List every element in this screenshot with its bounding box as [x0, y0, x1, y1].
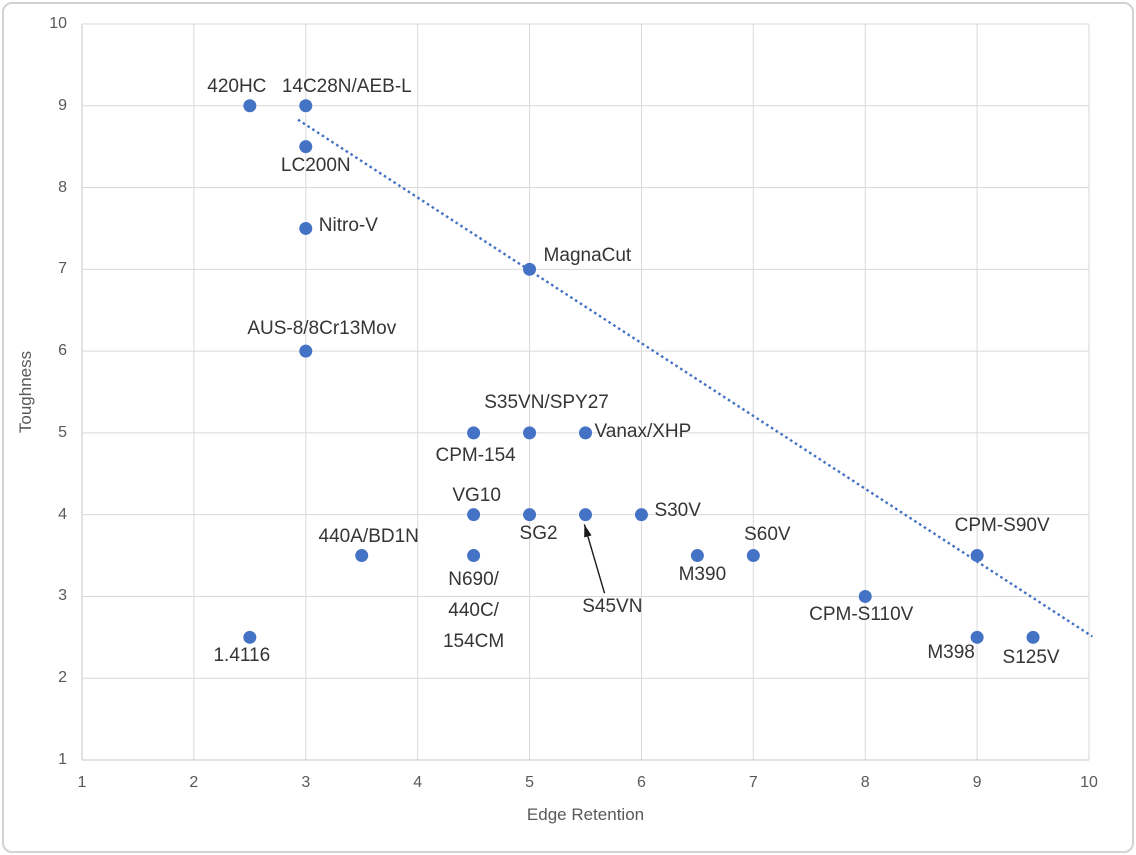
annotation-label: S45VN [582, 596, 643, 618]
data-point [523, 508, 537, 522]
x-tick-label: 6 [636, 774, 646, 791]
point-label: AUS-8/8Cr13Mov [247, 318, 397, 340]
x-tick-label: 1 [77, 774, 87, 791]
y-tick-label: 9 [58, 96, 67, 114]
x-tick-label: 8 [860, 774, 870, 791]
y-tick-label: 4 [58, 505, 67, 523]
data-point [299, 99, 313, 113]
data-point [299, 140, 313, 154]
y-tick-label: 5 [58, 423, 67, 441]
point-label: Nitro-V [318, 215, 378, 237]
data-point [523, 262, 537, 276]
y-tick-label: 6 [58, 342, 67, 360]
data-point [579, 426, 592, 440]
point-label: 14C28N/AEB-L [281, 75, 412, 97]
point-label: CPM-S110V [809, 604, 914, 626]
x-tick-label: 7 [748, 774, 758, 791]
y-tick-label: 8 [58, 178, 67, 196]
annotation-arrowhead [584, 524, 592, 538]
trendline [297, 118, 1094, 638]
point-label: M398 [927, 642, 975, 664]
y-tick-label: 10 [49, 15, 67, 32]
data-point [634, 508, 648, 522]
x-tick-label: 9 [972, 774, 982, 791]
data-point [970, 549, 984, 563]
data-point [243, 630, 257, 644]
point-label: 420HC [207, 75, 267, 97]
x-tick-label: 3 [301, 774, 311, 791]
y-tick-label: 3 [58, 587, 67, 605]
data-point [1026, 630, 1040, 644]
y-tick-label: 1 [58, 751, 67, 768]
point-label: MagnaCut [543, 245, 632, 267]
data-point [467, 426, 481, 440]
data-point [523, 426, 537, 440]
point-label: 1.4116 [213, 645, 271, 667]
point-label: S60V [744, 523, 791, 545]
y-tick-label: 7 [58, 260, 67, 278]
x-axis-title: Edge Retention [526, 805, 645, 824]
data-point [579, 508, 592, 522]
point-label: 440A/BD1N [318, 525, 419, 547]
y-axis-title: Toughness [16, 350, 35, 434]
point-label: S125V [1002, 647, 1060, 669]
point-label: N690/ 440C/ 154CM [442, 568, 505, 652]
point-label: LC200N [280, 154, 351, 176]
point-label: VG10 [452, 484, 501, 506]
point-label: CPM-154 [435, 444, 516, 466]
point-label: Vanax/XHP [594, 420, 692, 442]
data-point [690, 549, 704, 563]
x-tick-label: 10 [1080, 774, 1098, 791]
data-point [243, 99, 257, 113]
data-point [355, 549, 369, 563]
point-label: CPM-S90V [954, 514, 1050, 536]
point-label: S35VN/SPY27 [484, 391, 609, 413]
data-point [299, 221, 313, 235]
point-label: S30V [654, 499, 701, 521]
point-label: M390 [678, 563, 727, 585]
x-tick-label: 5 [525, 774, 534, 791]
y-tick-label: 2 [58, 669, 67, 687]
data-point [970, 630, 984, 644]
data-point [299, 344, 313, 358]
x-tick-label: 4 [413, 774, 423, 791]
data-point [746, 549, 760, 563]
data-point [467, 549, 481, 563]
x-tick-label: 2 [189, 774, 199, 791]
point-label: SG2 [519, 522, 558, 544]
data-point [858, 589, 872, 603]
data-point [467, 508, 481, 522]
